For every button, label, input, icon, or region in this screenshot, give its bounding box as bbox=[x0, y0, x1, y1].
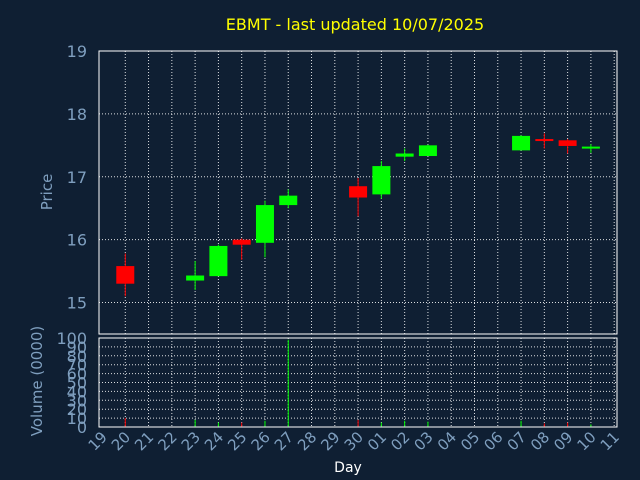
candles bbox=[116, 133, 600, 297]
volume-tick-label: 100 bbox=[56, 329, 87, 348]
price-y-ticks: 15 16 17 18 19 bbox=[67, 42, 87, 313]
chart-title: EBMT - last updated 10/07/2025 bbox=[226, 15, 484, 34]
price-tick-label: 15 bbox=[67, 294, 87, 313]
candle-body bbox=[558, 140, 577, 146]
price-tick-label: 19 bbox=[67, 42, 87, 61]
candle-body bbox=[279, 195, 298, 206]
price-axis-label: Price bbox=[38, 174, 56, 211]
volume-tick-label: 20 bbox=[67, 400, 87, 419]
volume-tick-label: 90 bbox=[67, 338, 87, 357]
x-ticks: 1920212223242526272829300102030405060708… bbox=[85, 428, 623, 454]
volume-tick-label: 10 bbox=[67, 409, 87, 428]
volume-panel-frame bbox=[98, 337, 618, 428]
candle-body bbox=[418, 145, 437, 157]
volume-bars bbox=[124, 339, 592, 427]
candle-body bbox=[349, 186, 368, 198]
price-panel-frame bbox=[98, 50, 618, 335]
candle-body bbox=[372, 166, 391, 195]
candle-body bbox=[255, 205, 274, 243]
price-tick-label: 17 bbox=[67, 168, 87, 187]
volume-tick-label: 50 bbox=[67, 374, 87, 393]
volume-grid bbox=[99, 337, 617, 428]
x-axis-label: Day bbox=[334, 460, 362, 476]
candle-body bbox=[395, 153, 414, 157]
candle-body bbox=[512, 135, 531, 151]
price-tick-label: 16 bbox=[67, 231, 87, 250]
candle-body bbox=[232, 239, 251, 245]
price-tick-label: 18 bbox=[67, 105, 87, 124]
volume-tick-label: 80 bbox=[67, 347, 87, 366]
candle-body bbox=[116, 266, 135, 284]
volume-tick-label: 40 bbox=[67, 382, 87, 401]
candle-body bbox=[186, 275, 205, 281]
x-tick-label: 11 bbox=[597, 428, 623, 454]
volume-axis-label: Volume (0000) bbox=[28, 326, 46, 436]
volume-tick-label: 30 bbox=[67, 391, 87, 410]
volume-tick-label: 60 bbox=[67, 365, 87, 384]
candle-body bbox=[535, 139, 554, 142]
candle-body bbox=[209, 245, 228, 277]
volume-tick-label: 0 bbox=[77, 418, 87, 437]
volume-tick-label: 70 bbox=[67, 356, 87, 375]
candle-body bbox=[581, 146, 600, 149]
